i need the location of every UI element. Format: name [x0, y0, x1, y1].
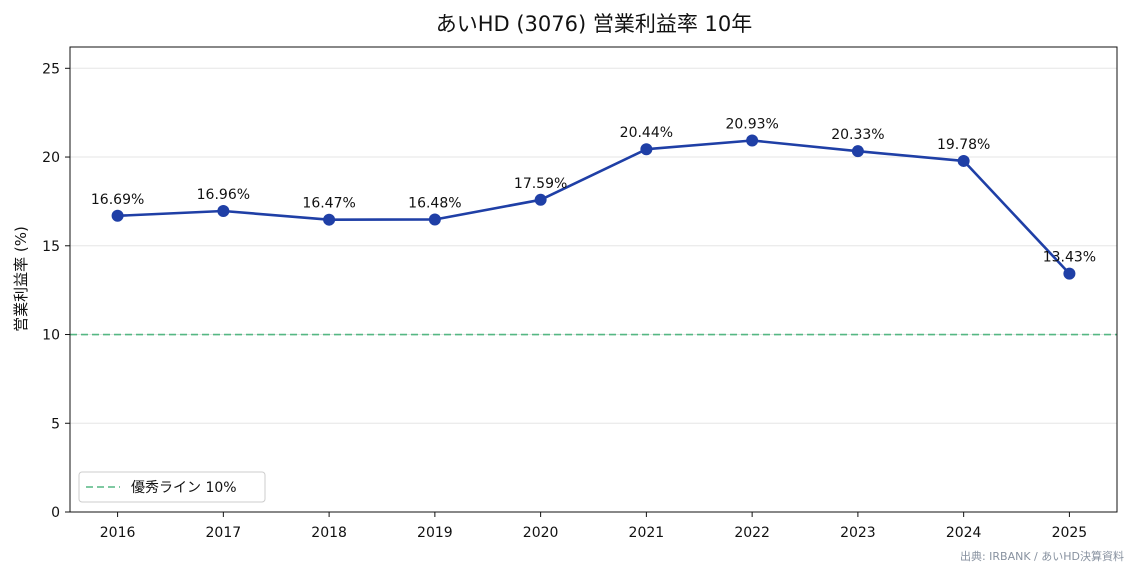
y-tick-label: 25 [42, 61, 60, 77]
data-label: 20.93% [725, 117, 778, 133]
data-point [746, 134, 759, 147]
data-point [217, 204, 230, 217]
x-tick-label: 2025 [1052, 525, 1088, 541]
y-tick-label: 0 [51, 505, 60, 521]
y-tick-label: 10 [42, 328, 60, 344]
data-label: 16.47% [302, 196, 355, 212]
data-point [428, 213, 441, 226]
x-axis-ticks: 2016 2017 2018 2019 2020 2021 2022 2023 2024 2025 [100, 512, 1087, 541]
data-label: 13.43% [1043, 250, 1096, 266]
y-tick-label: 5 [51, 416, 60, 432]
x-tick-label: 2024 [946, 525, 982, 541]
data-label: 19.78% [937, 137, 990, 153]
data-point [1063, 267, 1076, 280]
x-tick-label: 2021 [629, 525, 665, 541]
data-point [851, 145, 864, 158]
x-tick-label: 2016 [100, 525, 136, 541]
x-tick-label: 2022 [734, 525, 770, 541]
x-tick-label: 2023 [840, 525, 876, 541]
y-tick-label: 20 [42, 150, 60, 166]
x-tick-label: 2020 [523, 525, 559, 541]
y-axis-label: 営業利益率 (%) [12, 226, 30, 332]
data-label: 17.59% [514, 176, 567, 192]
data-points [111, 134, 1076, 280]
legend-box [78, 471, 266, 503]
data-label: 16.69% [91, 192, 144, 208]
plot-frame [69, 46, 1118, 513]
data-point [534, 193, 547, 206]
data-point [640, 143, 653, 156]
chart-title: あいHD (3076) 営業利益率 10年 [436, 12, 753, 36]
data-label: 20.33% [831, 127, 884, 143]
x-tick-label: 2019 [417, 525, 453, 541]
data-label: 16.48% [408, 196, 461, 212]
source-note: 出典: IRBANK / あいHD決算資料 [960, 549, 1124, 563]
data-labels: 16.69% 16.96% 16.47% 16.48% 17.59% 20.44% 20.9… [91, 117, 1096, 266]
data-point [957, 154, 970, 167]
data-point [111, 209, 124, 222]
grid [70, 67, 1117, 513]
data-label: 16.96% [197, 187, 250, 203]
x-tick-label: 2017 [206, 525, 242, 541]
x-tick-label: 2018 [311, 525, 347, 541]
legend: 優秀ライン 10% [78, 471, 266, 503]
data-point [323, 213, 336, 226]
y-tick-label: 15 [42, 239, 60, 255]
series-line [117, 139, 1071, 275]
legend-label: 優秀ライン 10% [131, 480, 237, 496]
y-axis-ticks: 0 5 10 15 20 25 [42, 61, 70, 521]
data-label: 20.44% [620, 125, 673, 141]
